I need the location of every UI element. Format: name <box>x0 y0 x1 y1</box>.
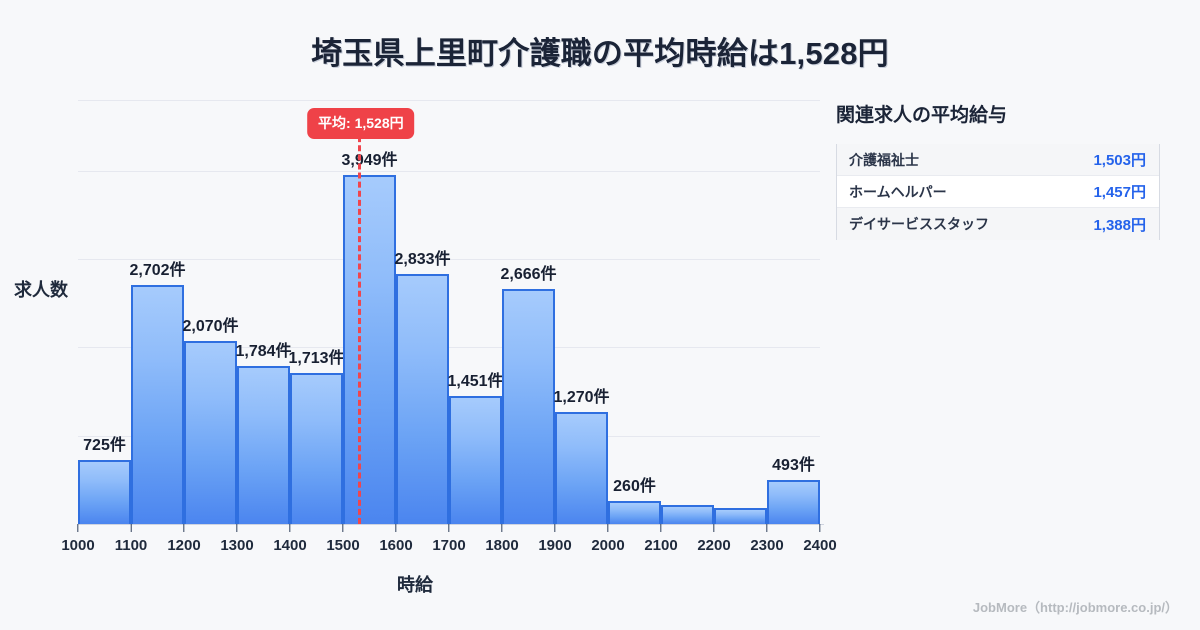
tick-mark <box>236 524 238 532</box>
salary-job-name: 介護福祉士 <box>849 151 919 168</box>
x-axis-tick: 2100 <box>644 524 678 554</box>
tick-label: 1200 <box>167 537 201 554</box>
x-axis-tick: 1600 <box>379 524 413 554</box>
x-axis-tick: 1800 <box>485 524 519 554</box>
bar-value-label: 1,270件 <box>553 388 610 406</box>
x-axis-tick: 2200 <box>697 524 731 554</box>
related-salary-heading: 関連求人の平均給与 <box>836 105 1008 126</box>
tick-label: 1700 <box>432 537 466 554</box>
bar-value-label: 3,949件 <box>341 152 398 170</box>
y-axis-title: 求人数 <box>14 280 68 300</box>
tick-mark <box>660 524 662 532</box>
tick-mark <box>342 524 344 532</box>
related-salary-panel: 関連求人の平均給与 介護福祉士 1,503円ホームヘルパー 1,457円デイサービス… <box>836 100 1166 240</box>
bar <box>502 288 555 524</box>
histogram-chart: 求人数 725件 2,702件 2,070件 1,784件 1,713件 3,949件 2,… <box>0 88 837 608</box>
bar-value-label: 2,833件 <box>394 250 451 268</box>
bar <box>767 480 820 524</box>
tick-label: 1800 <box>485 537 519 554</box>
bar <box>396 273 449 524</box>
bar-value-label: 1,784件 <box>235 343 292 361</box>
salary-amount: 1,457円 <box>1093 184 1146 201</box>
tick-label: 2000 <box>591 537 625 554</box>
gridline <box>78 347 820 349</box>
bar-value-label: 1,451件 <box>447 372 504 390</box>
bar <box>608 501 661 524</box>
x-axis-title: 時給 <box>397 575 433 595</box>
salary-row: ホームヘルパー 1,457円 <box>837 176 1159 208</box>
bar-value-label: 2,666件 <box>500 265 557 283</box>
page-title: 埼玉県上里町介護職の平均時給は1,528円 <box>311 36 889 71</box>
tick-mark <box>448 524 450 532</box>
x-axis-tick: 1200 <box>167 524 201 554</box>
tick-mark <box>607 524 609 532</box>
x-axis-tick: 2000 <box>591 524 625 554</box>
bar <box>343 175 396 524</box>
x-axis-tick: 1400 <box>273 524 307 554</box>
bar-value-label: 2,070件 <box>182 318 239 336</box>
bar <box>290 372 343 524</box>
x-axis-tick: 2300 <box>750 524 784 554</box>
x-axis-ticks: 1000 1100 1200 1300 1400 1500 1600 1700 1800 1900… <box>61 524 837 564</box>
salary-table: 介護福祉士 1,503円ホームヘルパー 1,457円デイサービススタッフ 1,388円 <box>836 144 1160 240</box>
tick-mark <box>501 524 503 532</box>
salary-job-name: デイサービススタッフ <box>849 216 989 232</box>
bar-series: 725件 2,702件 2,070件 1,784件 1,713件 3,949件 2,833件… <box>78 100 820 524</box>
average-marker-line: 平均: 1,528円 <box>307 108 415 524</box>
x-axis-tick: 1500 <box>326 524 360 554</box>
bar-value-label: 725件 <box>83 436 126 454</box>
tick-label: 2100 <box>644 537 678 554</box>
salary-row: 介護福祉士 1,503円 <box>837 144 1159 176</box>
tick-mark <box>766 524 768 532</box>
plot-area: 725件 2,702件 2,070件 1,784件 1,713件 3,949件 2,833件… <box>60 100 824 525</box>
x-axis-tick: 1300 <box>220 524 254 554</box>
bar <box>555 411 608 524</box>
tick-mark <box>395 524 397 532</box>
x-axis-tick: 1900 <box>538 524 572 554</box>
tick-mark <box>819 524 821 532</box>
bar <box>449 395 502 524</box>
tick-label: 2400 <box>803 537 837 554</box>
tick-mark <box>554 524 556 532</box>
bar-value-label: 1,713件 <box>288 349 345 367</box>
x-axis-tick: 1100 <box>114 524 148 554</box>
bar <box>78 459 131 524</box>
bar-value-label: 2,702件 <box>129 262 186 280</box>
gridline <box>78 259 820 260</box>
bar <box>714 508 767 524</box>
tick-label: 1500 <box>326 537 360 554</box>
gridline <box>78 170 820 172</box>
tick-label: 1300 <box>220 537 254 554</box>
average-marker-label: 平均: 1,528円 <box>307 108 415 139</box>
x-axis-line <box>78 524 824 525</box>
salary-job-name: ホームヘルパー <box>849 183 947 200</box>
tick-label: 1100 <box>114 537 148 554</box>
tick-mark <box>130 524 132 532</box>
bar-value-label: 493件 <box>772 457 815 475</box>
bar <box>237 366 290 524</box>
bar <box>661 504 714 524</box>
x-axis-tick: 1700 <box>432 524 466 554</box>
bar <box>131 285 184 524</box>
tick-label: 2300 <box>750 537 784 554</box>
tick-label: 1900 <box>538 537 572 554</box>
tick-mark <box>77 524 79 532</box>
salary-amount: 1,503円 <box>1093 152 1146 169</box>
tick-label: 2200 <box>697 537 731 554</box>
tick-mark <box>713 524 715 532</box>
salary-amount: 1,388円 <box>1093 216 1146 234</box>
x-axis-tick: 1000 <box>61 524 95 554</box>
tick-label: 1400 <box>273 537 307 554</box>
tick-mark <box>289 524 291 532</box>
gridline <box>78 100 820 101</box>
tick-label: 1600 <box>379 537 413 554</box>
bar-value-label: 260件 <box>613 478 656 496</box>
footer-watermark: JobMore（http://jobmore.co.jp/） <box>972 600 1178 615</box>
x-axis-tick: 2400 <box>803 524 837 554</box>
tick-mark <box>183 524 185 532</box>
tick-label: 1000 <box>61 537 95 554</box>
bar <box>184 341 237 524</box>
salary-row: デイサービススタッフ 1,388円 <box>837 208 1159 240</box>
